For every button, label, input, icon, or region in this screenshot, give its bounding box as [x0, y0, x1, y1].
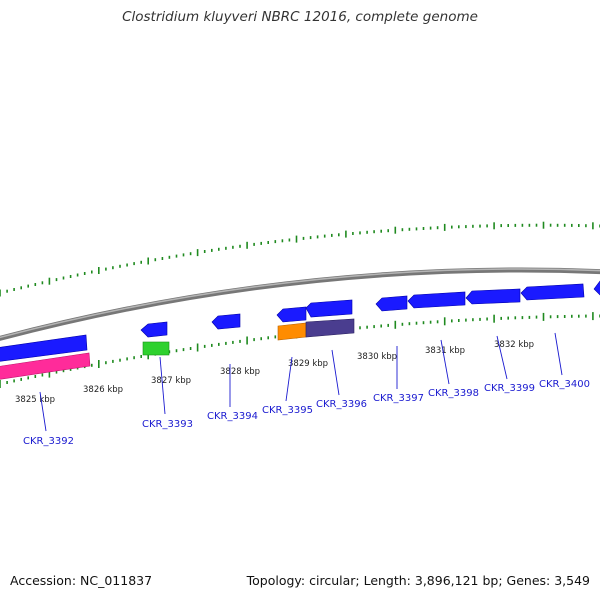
kbp-label: 3831 kbp [425, 346, 465, 356]
genome-backbone [0, 267, 600, 341]
gene-label-CKR_3399[interactable]: CKR_3399 [484, 383, 535, 394]
gene-label-CKR_3400[interactable]: CKR_3400 [539, 379, 590, 390]
gene-labels: CKR_3392 CKR_3393 CKR_3394 CKR_3395 CKR_… [23, 379, 590, 447]
gene-label-CKR_3398[interactable]: CKR_3398 [428, 388, 479, 399]
gene-label-CKR_3397[interactable]: CKR_3397 [373, 393, 424, 404]
genome-title: Clostridium kluyveri NBRC 12016, complet… [122, 9, 478, 25]
kbp-label: 3828 kbp [220, 367, 260, 377]
gene-CKR_3396-upper[interactable] [305, 299, 353, 318]
gene-CKR_3392-lower[interactable] [0, 352, 91, 380]
gene-CKR_3394[interactable] [211, 313, 241, 330]
gene-CKR_3396-lower[interactable] [305, 318, 355, 338]
outer-tick-ring [0, 221, 600, 297]
kbp-label: 3825 kbp [15, 395, 55, 405]
gene-label-CKR_3394[interactable]: CKR_3394 [207, 411, 258, 422]
kbp-label: 3829 kbp [288, 359, 328, 369]
gene-CKR_3397[interactable] [375, 295, 408, 312]
gene-CKR_3392-upper[interactable] [0, 334, 88, 362]
genome-backbone-highlight [0, 268, 600, 339]
accession-text: Accession: NC_011837 [10, 573, 153, 588]
gene-CKR_3398[interactable] [407, 291, 466, 309]
gene-leader-lines [39, 332, 563, 432]
kbp-label: 3826 kbp [83, 385, 123, 395]
gene-CKR_3393-upper[interactable] [140, 321, 168, 338]
gene-label-CKR_3395[interactable]: CKR_3395 [262, 405, 313, 416]
kbp-label: 3830 kbp [357, 352, 397, 362]
kbp-label: 3832 kbp [494, 340, 534, 350]
gene-label-CKR_3393[interactable]: CKR_3393 [142, 419, 193, 430]
gene-partial-right[interactable] [593, 280, 600, 296]
gene-label-CKR_3392[interactable]: CKR_3392 [23, 436, 74, 447]
inner-tick-ring [0, 312, 600, 388]
gene-label-CKR_3396[interactable]: CKR_3396 [316, 399, 367, 410]
genome-summary-text: Topology: circular; Length: 3,896,121 bp… [246, 573, 590, 588]
gene-CKR_3395-upper[interactable] [276, 306, 307, 323]
gene-features [0, 280, 600, 380]
gene-CKR_3395-lower[interactable] [277, 322, 307, 341]
gene-CKR_3399[interactable] [465, 288, 521, 305]
gene-CKR_3393-lower[interactable] [142, 341, 170, 356]
kbp-label: 3827 kbp [151, 376, 191, 386]
gene-CKR_3400[interactable] [520, 283, 585, 301]
kbp-labels: 3825 kbp 3826 kbp 3827 kbp 3828 kbp 3829… [15, 340, 534, 405]
